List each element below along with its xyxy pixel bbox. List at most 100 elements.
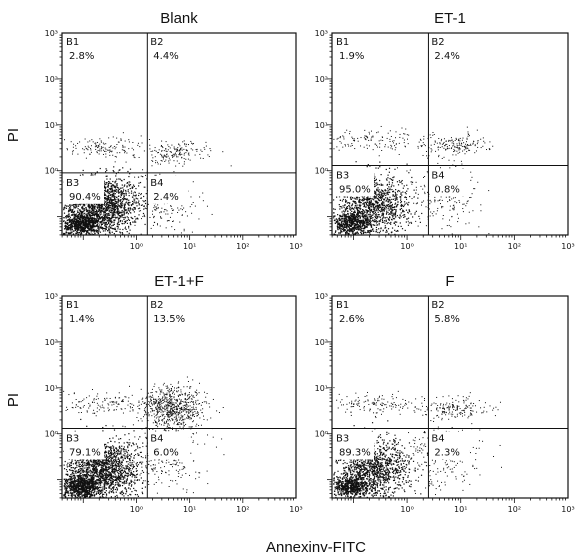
quadrant-percent: 2.3% bbox=[434, 447, 459, 458]
x-tick-label: 10² bbox=[236, 505, 249, 514]
x-tick-label: 10² bbox=[508, 505, 521, 514]
x-tick-label: 10³ bbox=[289, 242, 302, 251]
quadrant-label-bg bbox=[64, 431, 104, 460]
x-tick-label: 10² bbox=[508, 242, 521, 251]
quadrant-label: B4 bbox=[431, 170, 444, 181]
quadrant-percent: 95.0% bbox=[339, 184, 371, 195]
axis-ticks bbox=[57, 34, 294, 240]
y-tick-label: 10⁰ bbox=[45, 167, 58, 176]
x-tick-label: 10¹ bbox=[454, 242, 467, 251]
quadrant-label: B3 bbox=[66, 178, 79, 189]
quadrant-b4: B4 6.0% bbox=[148, 431, 189, 460]
y-axis-label-top: PI bbox=[5, 128, 22, 142]
quadrant-b2: B2 4.4% bbox=[150, 37, 178, 62]
y-tick-label: 10³ bbox=[45, 292, 58, 301]
quadrant-label: B2 bbox=[431, 300, 444, 311]
x-tick-label: 10⁰ bbox=[400, 505, 413, 514]
quadrant-label-bg bbox=[429, 431, 470, 460]
axis-ticks bbox=[327, 297, 566, 503]
quadrant-b2: B2 5.8% bbox=[431, 300, 459, 325]
quadrant-label: B3 bbox=[66, 433, 79, 444]
axis-ticks bbox=[327, 34, 566, 240]
y-tick-label: 10¹ bbox=[45, 121, 58, 130]
quadrant-percent: 0.8% bbox=[434, 184, 459, 195]
panel-3: ET-1+F 10⁰ 10¹ 10² 10³ 10⁰ 10¹ 10² 10³ B1 1.4% B2 13… bbox=[45, 273, 303, 514]
x-tick-label: 10³ bbox=[289, 505, 302, 514]
panel-title: Blank bbox=[160, 10, 198, 27]
x-tick-label: 10³ bbox=[561, 505, 574, 514]
y-tick-label: 10⁰ bbox=[45, 430, 58, 439]
y-tick-label: 10¹ bbox=[315, 121, 328, 130]
x-tick-label: 10⁰ bbox=[130, 242, 143, 251]
quadrant-b4: B4 0.8% bbox=[429, 168, 470, 197]
quadrant-percent: 2.6% bbox=[339, 314, 364, 325]
quadrant-label: B1 bbox=[336, 37, 349, 48]
quadrant-label: B3 bbox=[336, 433, 349, 444]
plot-frame bbox=[331, 32, 569, 236]
y-tick-label: 10³ bbox=[45, 29, 58, 38]
quadrant-label: B4 bbox=[150, 178, 163, 189]
panel-4: F 10⁰ 10¹ 10² 10³ 10⁰ 10¹ 10² 10³ B1 2.6% B2 5.8% B3 8… bbox=[315, 273, 575, 514]
quadrant-label: B1 bbox=[66, 37, 79, 48]
panel-title: F bbox=[445, 273, 454, 290]
y-tick-label: 10³ bbox=[315, 292, 328, 301]
quadrant-b4: B4 2.3% bbox=[429, 431, 470, 460]
quadrant-percent: 2.8% bbox=[69, 51, 94, 62]
quadrant-b4: B4 2.4% bbox=[148, 175, 189, 204]
plot-frame bbox=[61, 32, 297, 236]
quadrant-label: B4 bbox=[150, 433, 163, 444]
x-tick-label: 10⁰ bbox=[400, 242, 413, 251]
quadrant-b1: B1 1.4% bbox=[66, 300, 94, 325]
x-tick-label: 10² bbox=[236, 242, 249, 251]
quadrant-label-bg bbox=[334, 168, 374, 197]
y-tick-label: 10³ bbox=[315, 29, 328, 38]
quadrant-percent: 2.4% bbox=[153, 192, 178, 203]
quadrant-b3: B3 90.4% bbox=[64, 175, 104, 204]
plot-frame bbox=[331, 295, 569, 499]
quadrant-b1: B1 2.8% bbox=[66, 37, 94, 62]
quadrant-percent: 79.1% bbox=[69, 447, 101, 458]
panel-title: ET-1+F bbox=[154, 273, 204, 290]
quadrant-percent: 2.4% bbox=[434, 51, 459, 62]
quadrant-percent: 90.4% bbox=[69, 192, 101, 203]
y-tick-label: 10² bbox=[315, 338, 328, 347]
quadrant-b3: B3 79.1% bbox=[64, 431, 104, 460]
quadrant-percent: 5.8% bbox=[434, 314, 459, 325]
quadrant-b1: B1 1.9% bbox=[336, 37, 364, 62]
x-tick-label: 10⁰ bbox=[130, 505, 143, 514]
quadrant-label-bg bbox=[148, 431, 189, 460]
quadrant-b3: B3 89.3% bbox=[334, 431, 374, 460]
quadrant-label-bg bbox=[429, 168, 470, 197]
y-tick-label: 10¹ bbox=[45, 384, 58, 393]
quadrant-b1: B1 2.6% bbox=[336, 300, 364, 325]
quadrant-b2: B2 13.5% bbox=[150, 300, 185, 325]
quadrant-percent: 1.9% bbox=[339, 51, 364, 62]
event-dots bbox=[333, 125, 494, 236]
quadrant-label: B3 bbox=[336, 170, 349, 181]
quadrant-label-bg bbox=[148, 175, 189, 204]
quadrant-b3: B3 95.0% bbox=[334, 168, 374, 197]
quadrant-label: B4 bbox=[431, 433, 444, 444]
y-tick-label: 10⁰ bbox=[315, 430, 328, 439]
y-tick-label: 10⁰ bbox=[315, 167, 328, 176]
quadrant-label: B1 bbox=[66, 300, 79, 311]
panel-2: ET-1 10⁰ 10¹ 10² 10³ 10⁰ 10¹ 10² 10³ B1 1.9% B2 2.4%… bbox=[315, 10, 575, 251]
panel-title: ET-1 bbox=[434, 10, 466, 27]
x-tick-label: 10¹ bbox=[454, 505, 467, 514]
quadrant-label: B2 bbox=[431, 37, 444, 48]
y-tick-label: 10² bbox=[315, 75, 328, 84]
panel-1: Blank 10⁰ 10¹ 10² 10³ 10⁰ 10¹ 10² 10³ B1 2.8% B2 4.4… bbox=[45, 10, 303, 251]
y-tick-label: 10¹ bbox=[315, 384, 328, 393]
plot-frame bbox=[61, 295, 297, 499]
quadrant-percent: 13.5% bbox=[153, 314, 185, 325]
quadrant-label: B2 bbox=[150, 300, 163, 311]
quadrant-label: B2 bbox=[150, 37, 163, 48]
quadrant-percent: 4.4% bbox=[153, 51, 178, 62]
x-tick-label: 10³ bbox=[561, 242, 574, 251]
y-axis-label-bottom: PI bbox=[5, 393, 22, 407]
x-tick-label: 10¹ bbox=[183, 505, 196, 514]
x-tick-label: 10¹ bbox=[183, 242, 196, 251]
quadrant-label-bg bbox=[64, 175, 104, 204]
y-tick-label: 10² bbox=[45, 338, 58, 347]
